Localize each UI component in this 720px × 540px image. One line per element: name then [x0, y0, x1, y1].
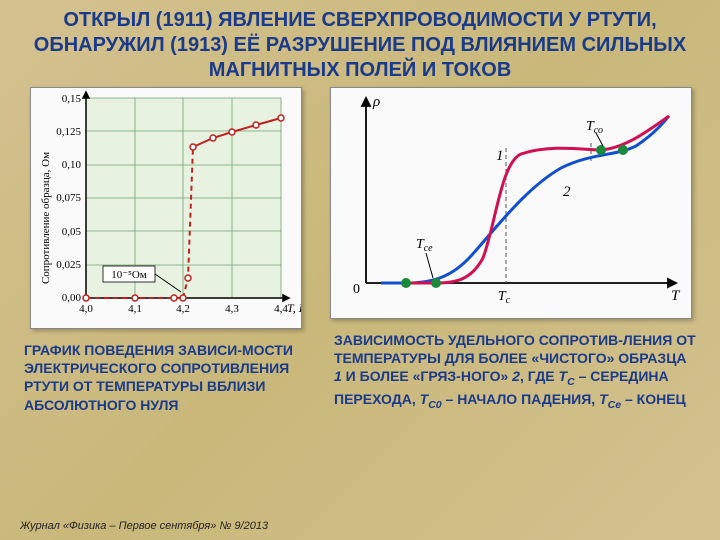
- chart-resistivity-curves: 0 T ρ Tс: [330, 87, 692, 319]
- chart-mercury-resistance: 0,00 0,025 0,05 0,075 0,10 0,125 0,15 4,…: [30, 87, 302, 329]
- svg-text:0: 0: [353, 282, 360, 297]
- svg-text:2: 2: [563, 184, 571, 200]
- svg-text:0,10: 0,10: [62, 159, 82, 171]
- caption-left: ГРАФИК ПОВЕДЕНИЯ ЗАВИСИ-МОСТИ ЭЛЕКТРИЧЕС…: [20, 341, 310, 414]
- svg-text:Сопротивление образца, Ом: Сопротивление образца, Ом: [40, 152, 52, 284]
- cap-r-p5: – НАЧАЛО ПАДЕНИЯ,: [442, 391, 599, 407]
- svg-text:4,2: 4,2: [176, 303, 190, 315]
- left-column: 0,00 0,025 0,05 0,075 0,10 0,125 0,15 4,…: [20, 87, 310, 414]
- cap-r-i1: 1: [334, 368, 342, 384]
- cap-r-tc: ТС: [559, 368, 575, 384]
- caption-right: ЗАВИСИМОСТЬ УДЕЛЬНОГО СОПРОТИВ-ЛЕНИЯ ОТ …: [330, 331, 700, 412]
- svg-text:T, К: T, К: [287, 301, 301, 315]
- svg-text:0,075: 0,075: [56, 192, 81, 204]
- svg-text:0,15: 0,15: [62, 93, 82, 105]
- svg-text:4,1: 4,1: [128, 303, 142, 315]
- svg-text:4,3: 4,3: [225, 303, 239, 315]
- cap-r-p6: – КОНЕЦ: [621, 391, 686, 407]
- cap-r-p1: ЗАВИСИМОСТЬ УДЕЛЬНОГО СОПРОТИВ-ЛЕНИЯ ОТ …: [334, 332, 696, 366]
- cap-r-tc0: ТС0: [420, 391, 442, 407]
- cap-r-i2: 2: [512, 368, 520, 384]
- main-title: ОТКРЫЛ (1911) ЯВЛЕНИЕ СВЕРХПРОВОДИМОСТИ …: [0, 0, 720, 87]
- svg-text:0,05: 0,05: [62, 226, 82, 238]
- cap-r-tce: ТСе: [599, 391, 621, 407]
- cap-r-p2: И БОЛЕЕ «ГРЯЗ-НОГО»: [342, 368, 512, 384]
- svg-text:ρ: ρ: [372, 94, 380, 110]
- content-row: 0,00 0,025 0,05 0,075 0,10 0,125 0,15 4,…: [0, 87, 720, 414]
- footer-source: Журнал «Физика – Первое сентября» № 9/20…: [20, 520, 268, 532]
- cap-r-p3: , ГДЕ: [520, 368, 559, 384]
- svg-text:0,125: 0,125: [56, 126, 81, 138]
- svg-text:1: 1: [496, 148, 504, 164]
- svg-text:10⁻⁵Ом: 10⁻⁵Ом: [111, 269, 147, 281]
- svg-text:0,025: 0,025: [56, 259, 81, 271]
- svg-text:4,0: 4,0: [79, 303, 93, 315]
- right-column: 0 T ρ Tс: [330, 87, 700, 414]
